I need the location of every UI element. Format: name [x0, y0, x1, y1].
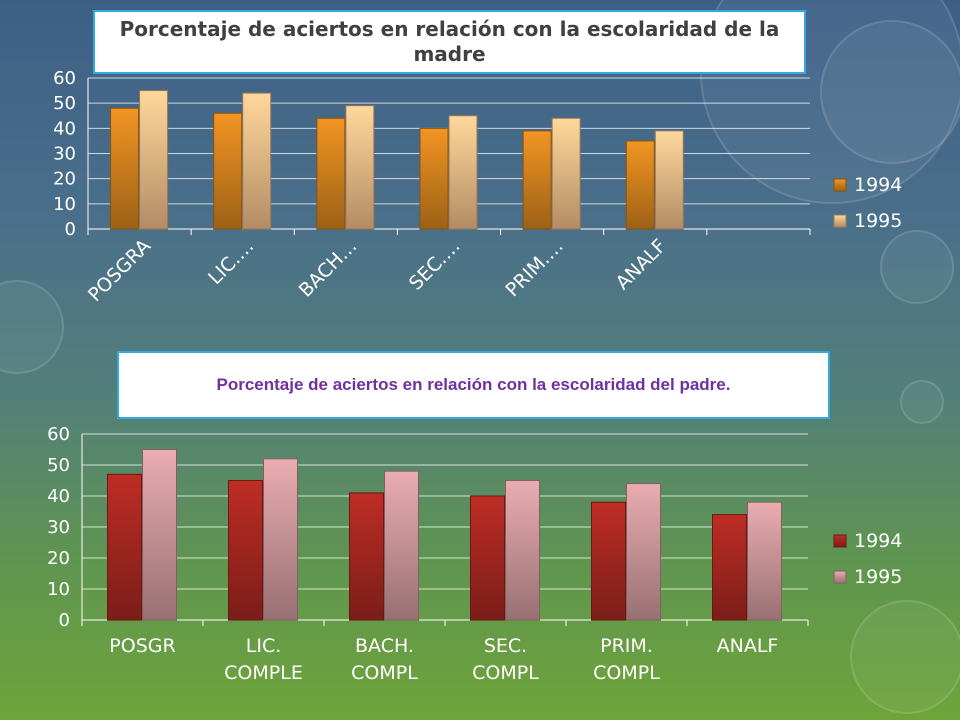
legend-label-1994: 1994 — [854, 530, 902, 552]
bar-1995-2 — [384, 470, 419, 621]
y-tick-label: 0 — [59, 610, 70, 631]
bar-1995-0 — [139, 90, 169, 230]
bar-1994-0 — [110, 107, 140, 230]
bar-1995-1 — [242, 92, 272, 230]
chart-title-mother-text: Porcentaje de aciertos en relación con l… — [119, 17, 780, 66]
bar-1995-5 — [747, 501, 782, 621]
legend-label-1994: 1994 — [854, 174, 902, 196]
bar-1995-4 — [626, 483, 661, 621]
y-tick-label: 30 — [47, 517, 70, 538]
x-tick-label: BACH. COMPL — [351, 635, 418, 684]
y-tick-label: 10 — [47, 579, 70, 600]
bar-1994-0 — [107, 473, 142, 621]
y-tick-label: 20 — [53, 169, 76, 190]
bar-1994-3 — [419, 127, 449, 230]
bar-1995-3 — [448, 115, 478, 230]
bar-1994-1 — [213, 112, 243, 230]
bar-1995-2 — [345, 105, 375, 230]
decorative-circle — [850, 600, 960, 714]
y-tick-label: 50 — [47, 455, 70, 476]
x-tick-label: PRIM. COMPL — [593, 635, 660, 684]
bar-1995-3 — [505, 480, 540, 621]
bar-1995-0 — [142, 449, 177, 621]
y-tick-label: 60 — [47, 424, 70, 445]
legend-swatch-1994 — [833, 534, 847, 548]
bar-1994-1 — [228, 480, 263, 621]
x-tick-label: POSGR — [109, 635, 175, 657]
y-tick-label: 50 — [53, 93, 76, 114]
bar-1995-5 — [654, 130, 684, 230]
legend-swatch-1995 — [833, 214, 847, 228]
legend-swatch-1995 — [833, 570, 847, 584]
bar-1994-2 — [349, 492, 384, 621]
bar-1994-4 — [591, 501, 626, 621]
bar-1994-5 — [625, 140, 655, 230]
bar-1995-1 — [263, 458, 298, 621]
legend-label-1995: 1995 — [854, 210, 902, 232]
y-tick-label: 0 — [65, 219, 76, 240]
legend-swatch-1994 — [833, 178, 847, 192]
y-tick-label: 10 — [53, 194, 76, 215]
chart-title-father: Porcentaje de aciertos en relación con l… — [117, 351, 830, 419]
y-tick-label: 40 — [47, 486, 70, 507]
y-tick-label: 40 — [53, 118, 76, 139]
bar-1994-4 — [522, 130, 552, 230]
chart-title-father-text: Porcentaje de aciertos en relación con l… — [216, 375, 731, 394]
x-tick-label: SEC. COMPL — [472, 635, 539, 684]
y-tick-label: 60 — [53, 68, 76, 89]
bar-1994-3 — [470, 495, 505, 621]
decorative-circle — [820, 20, 960, 164]
bar-1994-2 — [316, 117, 346, 230]
decorative-circle — [900, 380, 944, 424]
chart-title-mother: Porcentaje de aciertos en relación con l… — [93, 10, 806, 74]
legend-label-1995: 1995 — [854, 566, 902, 588]
bar-1995-4 — [551, 117, 581, 230]
x-tick-label: ANALF — [717, 635, 779, 657]
decorative-circle — [880, 230, 954, 304]
bar-1994-5 — [712, 514, 747, 621]
y-tick-label: 20 — [47, 548, 70, 569]
x-tick-label: LIC. COMPLE — [224, 635, 303, 684]
y-tick-label: 30 — [53, 144, 76, 165]
